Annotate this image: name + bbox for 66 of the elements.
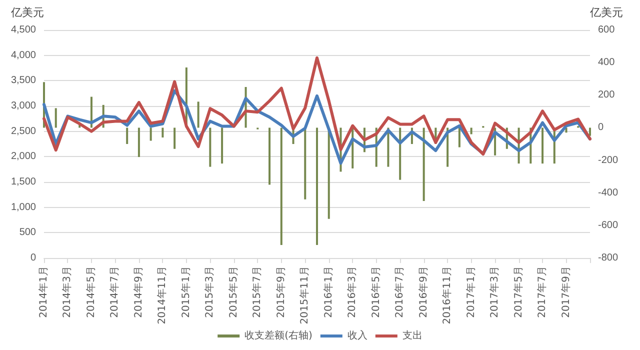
bar xyxy=(280,128,282,245)
x-tick-label: 2017年7月 xyxy=(536,266,548,318)
x-tick-label: 2015年9月 xyxy=(274,266,287,318)
bar xyxy=(197,102,200,128)
bar xyxy=(209,128,212,167)
y-tick-label: 2,500 xyxy=(10,126,36,137)
bar xyxy=(268,128,271,185)
y-tick-label: 3,000 xyxy=(10,100,36,112)
bar xyxy=(150,128,152,141)
bar xyxy=(304,128,306,200)
legend-label: 支出 xyxy=(402,330,422,342)
bar xyxy=(316,128,318,245)
x-tick-label: 2015年1月 xyxy=(180,266,192,318)
bar xyxy=(162,128,164,138)
y-tick-label: 4,500 xyxy=(10,24,36,36)
x-tick-label: 2015年5月 xyxy=(227,266,240,318)
x-tick-label: 2015年11月 xyxy=(298,266,311,324)
x-tick-label: 2016年5月 xyxy=(370,266,382,318)
bar xyxy=(458,128,460,148)
x-tick-label: 2016年7月 xyxy=(394,266,406,318)
y2-tick-label: -400 xyxy=(598,187,618,198)
x-tick-label: 2016年3月 xyxy=(346,266,358,318)
x-tick-label: 2014年3月 xyxy=(61,266,74,318)
x-tick-label: 2014年1月 xyxy=(38,266,50,318)
x-tick-label: 2017年9月 xyxy=(560,266,572,318)
x-tick-label: 2014年7月 xyxy=(108,266,121,318)
y-tick-label: 4,000 xyxy=(10,50,36,61)
y2-tick-label: 200 xyxy=(598,90,616,101)
x-tick-label: 2015年7月 xyxy=(251,266,264,318)
bar xyxy=(138,128,140,158)
bar xyxy=(542,128,544,164)
y-tick-label: 0 xyxy=(30,252,36,264)
y-axis-title: 亿美元 xyxy=(10,6,44,19)
bar xyxy=(470,128,472,134)
y-tick-label: 500 xyxy=(19,227,36,238)
bar xyxy=(221,128,224,164)
x-tick-label: 2017年3月 xyxy=(488,266,501,318)
line-series xyxy=(42,56,592,156)
y-tick-label: 1,500 xyxy=(10,176,36,188)
x-tick-label: 2015年3月 xyxy=(204,266,216,318)
bar xyxy=(54,108,57,128)
bar xyxy=(399,128,402,180)
x-tick-label: 2014年5月 xyxy=(84,266,97,318)
x-tick-label: 2016年11月 xyxy=(441,266,454,324)
y2-tick-label: 0 xyxy=(598,122,604,134)
bar xyxy=(126,128,128,144)
x-tick-label: 2016年1月 xyxy=(322,266,334,318)
x-tick-label: 2017年1月 xyxy=(464,266,477,318)
y2-tick-label: -600 xyxy=(598,220,618,231)
y2-axis-title: 亿美元 xyxy=(589,6,623,19)
y-tick-label: 1,000 xyxy=(10,202,36,213)
legend-label: 收支差额(右轴) xyxy=(244,330,312,342)
y2-tick-label: -200 xyxy=(598,154,618,166)
bar xyxy=(174,128,176,149)
legend-label: 收入 xyxy=(347,330,368,342)
bar xyxy=(422,128,425,201)
y2-tick-label: 600 xyxy=(598,24,616,36)
y-tick-label: 3,500 xyxy=(10,75,36,86)
bar xyxy=(589,128,591,136)
y2-tick-label: 400 xyxy=(598,57,616,68)
x-tick-label: 2017年5月 xyxy=(512,266,524,318)
x-tick-label: 2016年9月 xyxy=(417,266,430,318)
x-tick-label: 2014年11月 xyxy=(156,266,168,324)
x-tick-label: 2014年9月 xyxy=(132,266,144,318)
y2-tick-label: -800 xyxy=(598,252,618,264)
y-tick-label: 2,000 xyxy=(10,151,36,162)
